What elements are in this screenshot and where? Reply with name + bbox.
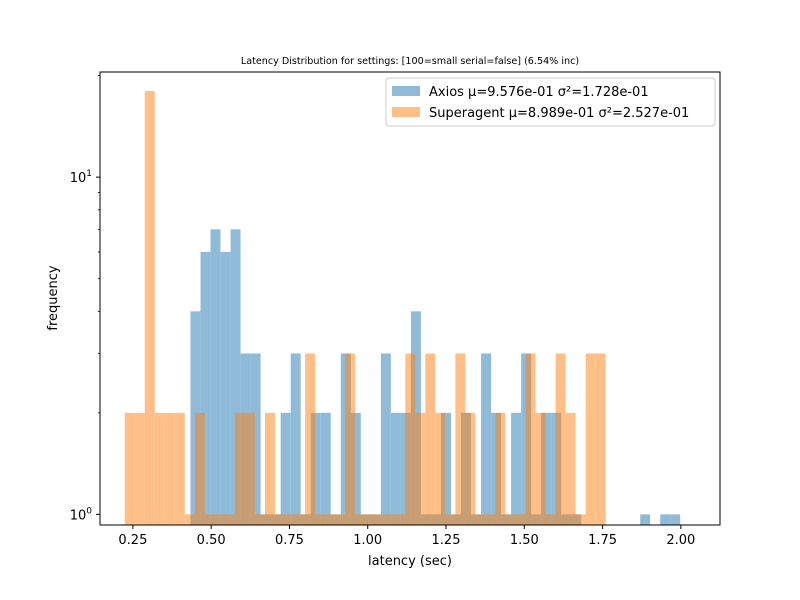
x-tick-label: 2.00	[666, 533, 695, 548]
histogram-bar	[144, 91, 155, 525]
histogram-bar	[511, 412, 522, 525]
histogram-bar	[200, 251, 211, 525]
histogram-bar	[425, 353, 436, 525]
histogram-bar	[290, 353, 301, 525]
histogram-bar	[280, 412, 291, 525]
histogram-bar	[355, 514, 366, 525]
histogram-bar	[405, 353, 416, 525]
histogram-bar	[234, 412, 245, 525]
legend-box	[385, 77, 716, 127]
histogram-bar	[285, 514, 296, 525]
chart-title: Latency Distribution for settings: [100=…	[241, 56, 579, 67]
legend-swatch	[392, 107, 420, 117]
histogram-bar	[320, 412, 331, 525]
x-tick-label: 0.25	[118, 533, 147, 548]
histogram-bar	[640, 514, 651, 525]
histogram-bar	[545, 514, 556, 525]
legend-entry-label: Axios μ=9.576e-01 σ²=1.728e-01	[429, 85, 649, 100]
histogram-bar	[295, 514, 306, 525]
histogram-bar	[174, 412, 185, 525]
histogram-bar	[541, 412, 552, 525]
x-tick-label: 1.50	[510, 533, 539, 548]
histogram-bar	[214, 514, 225, 525]
histogram-bar	[585, 353, 596, 525]
bars-layer	[124, 91, 681, 525]
histogram-bar	[505, 514, 516, 525]
legend-entry-label: Superagent μ=8.989e-01 σ²=2.527e-01	[429, 106, 689, 121]
histogram-bar	[325, 514, 336, 525]
histogram-bar	[515, 514, 526, 525]
x-tick-label: 0.75	[275, 533, 304, 548]
histogram-bar	[164, 412, 175, 525]
x-tick-label: 1.25	[432, 533, 461, 548]
axes-frame	[99, 71, 721, 526]
histogram-bar	[315, 514, 326, 525]
legend: Axios μ=9.576e-01 σ²=1.728e-01 Superagent…	[385, 77, 716, 127]
histogram-bar	[124, 412, 135, 525]
x-tick-label: 1.00	[353, 533, 382, 548]
x-axis-label: latency (sec)	[368, 554, 452, 569]
histogram-bar	[445, 514, 456, 525]
histogram-bar	[435, 412, 446, 525]
x-tick-label: 0.50	[197, 533, 226, 548]
x-axis-ticks: 0.25 0.50 0.75 1.00 1.25 1.50 1.75 2.00	[118, 525, 695, 548]
histogram-bar	[415, 412, 426, 525]
y-tick-label: 100	[70, 506, 93, 523]
histogram-bar	[310, 412, 321, 525]
histogram-bar	[220, 251, 231, 525]
histogram-bar	[555, 353, 566, 525]
histogram-bar	[475, 514, 486, 525]
y-axis-label: frequency	[46, 265, 61, 331]
histogram-bar	[395, 514, 406, 525]
histogram-bar	[154, 412, 165, 525]
histogram-bar	[255, 514, 265, 525]
histogram-bar	[350, 412, 361, 525]
histogram-bar	[210, 229, 221, 525]
y-tick-label: 101	[70, 169, 92, 186]
histogram-bar	[230, 229, 241, 525]
histogram-bar	[244, 412, 255, 525]
histogram-bar	[335, 514, 346, 525]
legend-swatch	[392, 86, 420, 96]
histogram-bar	[134, 412, 145, 525]
histogram-bar	[455, 353, 466, 525]
histogram-bar	[495, 412, 506, 525]
histogram-bar	[595, 353, 606, 525]
histogram-bar	[575, 514, 586, 525]
histogram-bar	[345, 353, 356, 525]
histogram-bar	[224, 514, 235, 525]
histogram-bar	[465, 412, 476, 525]
histogram-bar	[194, 412, 205, 525]
histogram-bar	[265, 412, 275, 525]
histogram-bar	[305, 353, 316, 525]
histogram-bar	[250, 353, 261, 525]
histogram-bar	[390, 412, 401, 525]
histogram-bar	[385, 514, 396, 525]
histogram-bar	[660, 514, 671, 525]
series-1	[124, 91, 606, 525]
series-0	[190, 229, 681, 525]
histogram-bar	[565, 412, 576, 525]
histogram-bar	[184, 514, 195, 525]
histogram-bar	[365, 514, 376, 525]
histogram-bar	[375, 514, 386, 525]
histogram-bar	[380, 353, 391, 525]
y-axis-ticks: 100 101	[70, 75, 100, 523]
histogram-bar	[535, 412, 546, 525]
x-tick-label: 1.75	[588, 533, 617, 548]
histogram-bar	[481, 353, 492, 525]
histogram-bar	[204, 514, 215, 525]
histogram-bar	[275, 514, 285, 525]
histogram-bar	[441, 412, 451, 525]
histogram-bar	[670, 514, 681, 525]
histogram-bar	[485, 514, 496, 525]
histogram-bar	[525, 353, 536, 525]
